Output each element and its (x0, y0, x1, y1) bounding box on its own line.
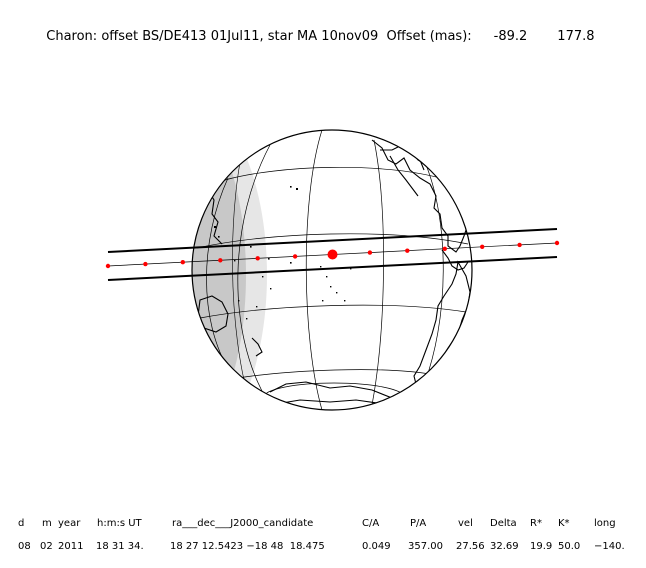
pacific-islands (214, 186, 352, 320)
title-text: Charon: offset BS/DE413 01Jul11, star MA… (46, 29, 472, 44)
column-header-pa: P/A (410, 518, 427, 529)
track-point-center (327, 249, 338, 260)
parallel-lines (196, 166, 469, 410)
column-header-hms: h:m:s UT (97, 518, 142, 529)
column-header-delta: Delta (490, 518, 517, 529)
column-header-d: d (18, 518, 25, 529)
offset-dec-value: 177.8 (557, 29, 595, 44)
continent-asia-east (207, 189, 223, 245)
track-point (367, 250, 373, 255)
track-point (218, 258, 223, 263)
continent-antarctica (269, 381, 401, 405)
column-header-long: long (594, 518, 616, 529)
track-point (554, 240, 560, 246)
column-value-year: 2011 (58, 541, 84, 552)
column-header-ra: ra___dec___J2000_candidate (172, 518, 314, 529)
track-point (105, 263, 111, 269)
column-value-vel: 27.56 (456, 541, 485, 552)
column-header-vel: vel (458, 518, 473, 529)
track-point (292, 254, 298, 259)
column-value-hms: 18 31 34. (96, 541, 144, 552)
shadow-limit-lines (107, 228, 558, 281)
continent-north-america (371, 139, 472, 253)
meridian-lines (206, 130, 444, 410)
track-point (480, 244, 485, 249)
column-value-rstar: 19.9 (530, 541, 553, 552)
track-point (180, 260, 185, 265)
track-point (442, 246, 447, 251)
column-value-m: 02 (40, 541, 53, 552)
track-point (143, 261, 148, 267)
track-point (255, 256, 260, 261)
column-value-ca: 0.049 (362, 541, 391, 552)
plot-title: Charon: offset BS/DE413 01Jul11, star MA… (38, 14, 595, 44)
offset-ra-value: -89.2 (493, 29, 528, 44)
track-point (517, 242, 522, 248)
column-value-delta: 32.69 (490, 541, 519, 552)
column-value-d: 08 (18, 541, 31, 552)
track-points (105, 240, 560, 269)
column-header-year: year (58, 518, 81, 529)
column-header-kstar: K* (558, 518, 570, 529)
column-header-m: m (42, 518, 52, 529)
column-value-pa: 357.00 (408, 541, 443, 552)
column-value-ra: 18 27 12.5423 −18 48 18.475 (170, 541, 325, 552)
column-value-long: −140. (594, 541, 625, 552)
column-value-kstar: 50.0 (558, 541, 581, 552)
column-header-ca: C/A (362, 518, 380, 529)
globe-outline (191, 129, 473, 411)
continent-central-america (441, 249, 469, 271)
track-point (405, 248, 410, 253)
column-header-rstar: R* (530, 518, 542, 529)
